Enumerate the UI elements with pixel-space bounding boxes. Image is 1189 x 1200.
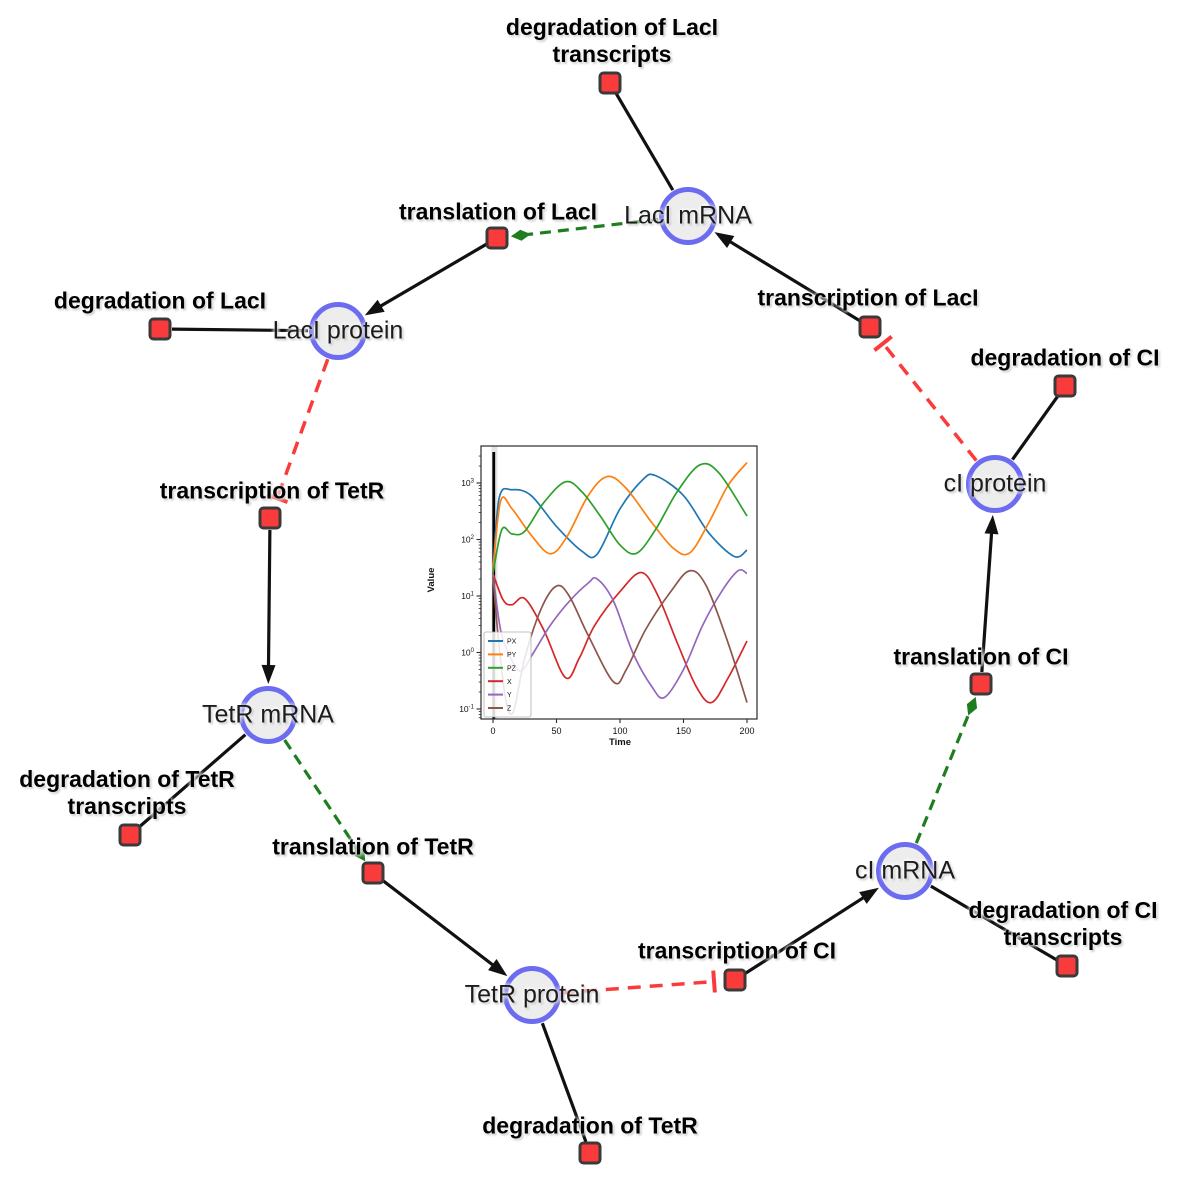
y-axis-label: Value	[426, 568, 437, 593]
x-tick-label: 150	[676, 726, 691, 736]
edge-transl_ci-ci_protein	[980, 514, 999, 673]
edge-laci_mrna-transl_laci	[510, 217, 659, 241]
series-PZ	[492, 462, 748, 574]
legend-label-PX: PX	[507, 639, 517, 646]
x-tick-label: 200	[739, 726, 754, 736]
reaction-label-line: transcription of TetR	[159, 477, 385, 504]
edge-tetr_protein-deg_tetr	[540, 1022, 588, 1143]
species-label-laci_protein: LacI protein	[272, 316, 404, 345]
x-tick-label: 0	[490, 726, 495, 736]
reaction-node-transl_laci[interactable]	[485, 226, 509, 250]
reaction-node-transl_tetr[interactable]	[361, 861, 385, 885]
reaction-label-deg_tetr: degradation of TetR	[482, 1113, 698, 1140]
y-tick-label: 100	[461, 648, 474, 658]
chart-legend: PX PY PZ XYZ	[483, 631, 532, 718]
legend-label-X: X	[507, 679, 512, 686]
edge-transl_tetr-tetr_protein	[381, 879, 508, 977]
edge-ci_mrna-deg_ci_tx	[930, 884, 1058, 962]
edge-ci_mrna-transl_ci	[914, 696, 978, 844]
x-tick-label: 50	[551, 726, 561, 736]
x-axis-label: Time	[609, 737, 631, 748]
reaction-label-line: degradation of CI	[970, 344, 1160, 371]
reaction-node-transl_ci[interactable]	[969, 672, 993, 696]
reaction-label-line: transcripts	[1003, 924, 1123, 950]
reaction-label-transcr_ci: transcription of CI	[638, 938, 836, 965]
edge-laci_protein-deg_laci	[171, 327, 309, 333]
reaction-node-deg_tetr_tx[interactable]	[118, 823, 142, 847]
edge-transcr_tetr-tetr_mrna	[261, 529, 276, 685]
reaction-label-deg_ci_tx: degradation of CI transcripts	[968, 897, 1157, 951]
reaction-label-line: translation of LacI	[398, 198, 598, 225]
reaction-label-line: degradation of LacI	[505, 14, 719, 40]
reaction-label-line: translation of CI	[893, 643, 1069, 670]
reaction-label-line: transcription of LacI	[757, 284, 979, 311]
reaction-label-line: transcripts	[67, 793, 187, 819]
series-PX	[492, 473, 748, 570]
reaction-node-deg_laci[interactable]	[148, 317, 172, 341]
reaction-label-transl_ci: translation of CI	[893, 644, 1068, 671]
reaction-label-transcr_laci: transcription of LacI	[757, 285, 978, 312]
y-tick-label: 101	[461, 591, 474, 601]
y-tick-label: 103	[461, 478, 474, 488]
species-label-laci_mrna: LacI mRNA	[624, 201, 752, 230]
series-PY	[492, 462, 748, 571]
species-label-tetr_mrna: TetR mRNA	[202, 700, 334, 729]
reaction-label-transl_laci: translation of LacI	[399, 199, 597, 226]
y-tick-label: 10-1	[459, 704, 474, 714]
reaction-label-line: degradation of CI	[968, 897, 1158, 923]
y-tick-label: 102	[461, 535, 474, 545]
edge-laci_protein-transcr_tetr	[266, 358, 330, 504]
legend-label-PY: PY	[507, 652, 517, 659]
reaction-label-line: transcription of CI	[637, 937, 837, 964]
species-node-ci_mrna[interactable]	[876, 842, 934, 900]
edge-transcr_laci-laci_mrna	[714, 232, 861, 323]
edge-transcr_ci-ci_mrna	[744, 887, 879, 975]
reaction-label-line: degradation of TetR	[482, 1112, 698, 1139]
reaction-label-line: translation of TetR	[272, 833, 474, 860]
species-node-ci_protein[interactable]	[966, 455, 1024, 513]
edge-ci_protein-transcr_laci	[873, 335, 978, 462]
species-label-ci_mrna: cI mRNA	[855, 856, 955, 885]
inset-chart: 0 50 100 150 20010-1100101102103TimeValuePXP…	[426, 445, 758, 748]
reaction-label-line: degradation of TetR	[19, 766, 235, 792]
reaction-label-line: degradation of LacI	[53, 287, 267, 314]
series-X	[492, 571, 748, 704]
x-tick-label: 100	[612, 726, 627, 736]
reaction-label-deg_ci: degradation of CI	[970, 345, 1159, 372]
plot-frame	[480, 445, 758, 720]
edge-laci_mrna-deg_laci_tx	[614, 92, 675, 191]
edge-tetr_mrna-transl_tetr	[283, 739, 366, 862]
reaction-node-deg_laci_tx[interactable]	[598, 71, 622, 95]
reaction-node-deg_tetr[interactable]	[578, 1141, 602, 1165]
species-node-laci_mrna[interactable]	[659, 187, 717, 245]
species-node-laci_protein[interactable]	[309, 302, 367, 360]
reaction-node-transcr_laci[interactable]	[858, 315, 882, 339]
legend-label-PZ: PZ	[507, 665, 517, 672]
reaction-label-deg_tetr_tx: degradation of TetR transcripts	[19, 766, 235, 820]
legend-label-Y: Y	[507, 692, 512, 699]
edge-tetr_mrna-deg_tetr_tx	[138, 733, 247, 829]
species-node-tetr_mrna[interactable]	[239, 686, 297, 744]
species-node-tetr_protein[interactable]	[503, 966, 561, 1024]
reaction-node-transcr_tetr[interactable]	[258, 506, 282, 530]
reaction-node-transcr_ci[interactable]	[723, 968, 747, 992]
reaction-label-transcr_tetr: transcription of TetR	[160, 478, 384, 505]
reaction-node-deg_ci_tx[interactable]	[1055, 954, 1079, 978]
species-label-tetr_protein: TetR protein	[464, 980, 600, 1009]
reaction-label-line: transcripts	[552, 41, 672, 67]
legend-label-Z: Z	[507, 706, 512, 713]
reaction-node-deg_ci[interactable]	[1053, 374, 1077, 398]
edge-transl_laci-laci_protein	[364, 242, 488, 316]
species-label-ci_protein: cI protein	[943, 469, 1047, 498]
reaction-label-deg_laci_tx: degradation of LacI transcripts	[506, 14, 718, 68]
reaction-label-transl_tetr: translation of TetR	[272, 834, 473, 861]
reaction-label-deg_laci: degradation of LacI	[54, 288, 266, 315]
edge-tetr_protein-transcr_ci	[561, 970, 717, 995]
edge-ci_protein-deg_ci	[1011, 394, 1060, 461]
